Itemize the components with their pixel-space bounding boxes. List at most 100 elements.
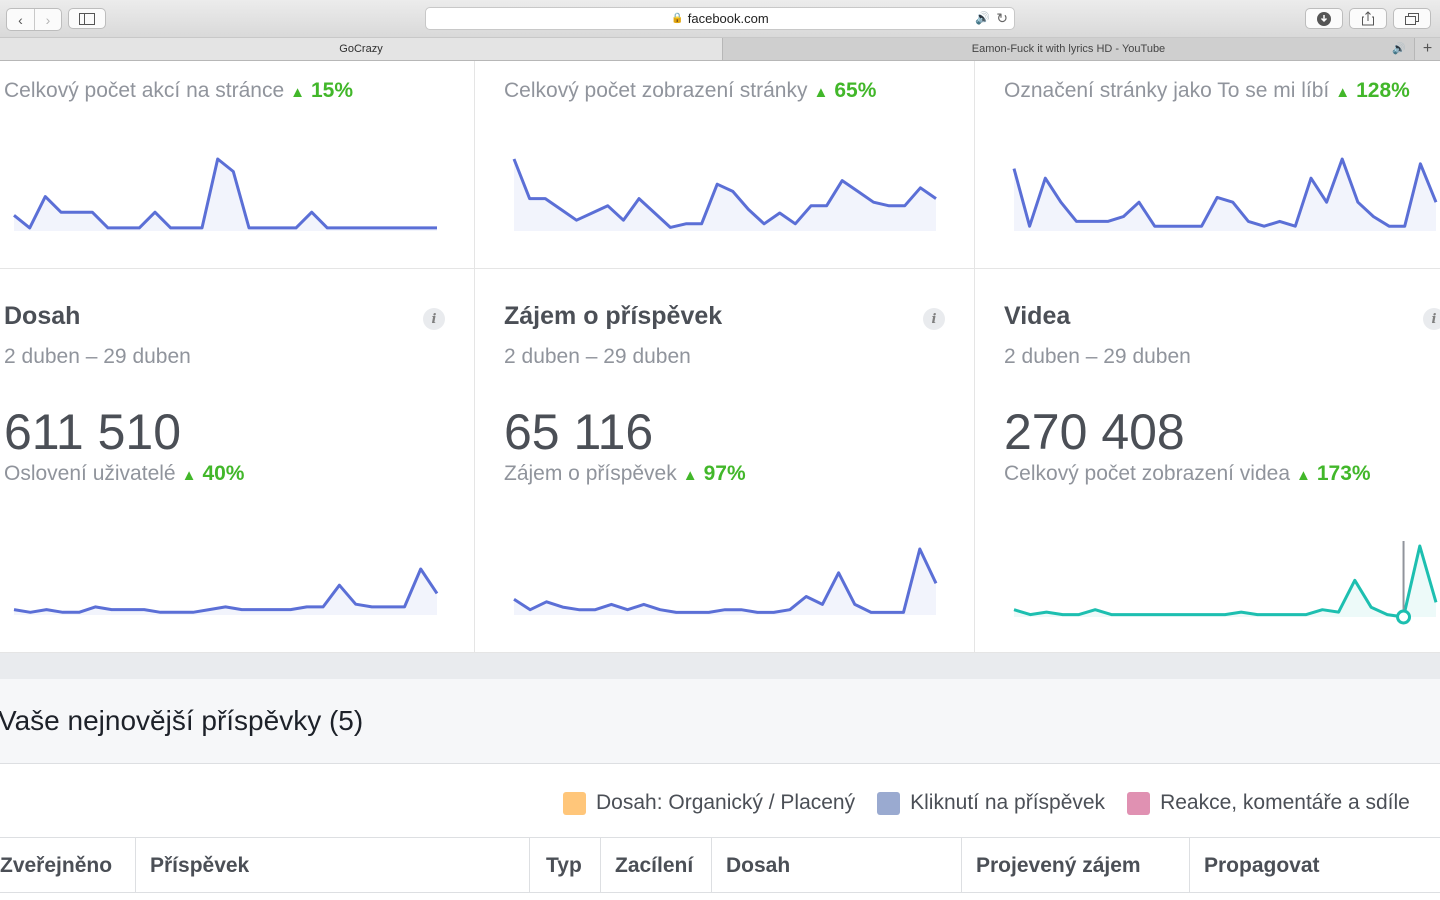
metric-change: 15% (311, 79, 354, 102)
page-insights: Celkový počet akcí na stránce ▲ 15% Celkov… (0, 61, 1440, 900)
card-date-range: 2 duben – 29 duben (4, 345, 191, 368)
tab-bar: GoCrazy Eamon-Fuck it with lyrics HD - Y… (0, 38, 1440, 61)
sidebar-toggle-button[interactable] (68, 8, 106, 29)
card-title: Videa (1004, 302, 1071, 330)
address-bar[interactable]: 🔒 facebook.com 🔊 ↻ (425, 7, 1015, 30)
column-promote[interactable]: Propagovat (1190, 838, 1440, 893)
speaker-icon[interactable]: 🔊 (1392, 43, 1406, 55)
column-post[interactable]: Příspěvek (136, 838, 530, 893)
info-icon[interactable]: i (423, 308, 445, 330)
metric-label: Zájem o příspěvek (504, 462, 677, 485)
card-value: 65 116 (504, 404, 654, 460)
column-reach[interactable]: Dosah (712, 838, 962, 893)
metric-label: Oslovení uživatelé (4, 462, 176, 485)
sparkline-videos (1013, 541, 1438, 625)
up-triangle-icon: ▲ (290, 84, 305, 101)
column-label: Zacílení (615, 853, 694, 877)
sparkline-area (1014, 159, 1436, 231)
tab-youtube[interactable]: Eamon-Fuck it with lyrics HD - YouTube 🔊 (722, 38, 1414, 60)
insight-card-reach[interactable]: Dosah i 2 duben – 29 duben 611 510 Oslov… (0, 269, 475, 653)
card-value: 270 408 (1004, 404, 1185, 460)
legend-swatch (1127, 791, 1151, 815)
column-engagement[interactable]: Projevený zájem (962, 838, 1190, 893)
metric-label: Celkový počet zobrazení stránky (504, 79, 808, 102)
legend-label: Kliknutí na příspěvek (910, 791, 1106, 814)
info-icon[interactable]: i (1423, 308, 1440, 330)
share-button[interactable] (1349, 8, 1387, 29)
card-title: Dosah (4, 302, 81, 330)
metric-line: Zájem o příspěvek ▲ 97% (504, 462, 746, 486)
posts-legend: Dosah: Organický / Placený Kliknutí na p… (563, 791, 1432, 815)
metric-label: Celkový počet zobrazení videa (1004, 462, 1290, 485)
column-label: Zveřejněno (0, 853, 113, 877)
sparkline-reach (13, 567, 439, 615)
hover-point[interactable] (1396, 609, 1412, 625)
insight-card-engagement[interactable]: Zájem o příspěvek i 2 duben – 29 duben 6… (475, 269, 975, 653)
insight-card-actions[interactable]: Celkový počet akcí na stránce ▲ 15% (0, 61, 475, 269)
section-title: Vaše nejnovější příspěvky (5) (0, 705, 364, 736)
browser-toolbar: ‹ › 🔒 facebook.com 🔊 ↻ (0, 0, 1440, 38)
back-button[interactable]: ‹ (7, 9, 34, 30)
metric-label: Označení stránky jako To se mi líbí (1004, 79, 1330, 102)
forward-button[interactable]: › (34, 9, 61, 30)
chevron-right-icon: › (45, 11, 51, 28)
audio-playing-icon[interactable]: 🔊 (975, 11, 990, 25)
history-nav: ‹ › (6, 8, 62, 31)
column-label: Projevený zájem (976, 853, 1141, 877)
sparkline-line (13, 567, 439, 614)
downloads-button[interactable] (1305, 8, 1343, 29)
column-targeting[interactable]: Zacílení (601, 838, 712, 893)
sparkline-line (513, 547, 938, 614)
up-triangle-icon: ▲ (181, 467, 197, 484)
recent-posts-section: Vaše nejnovější příspěvky (5) Dosah: Org… (0, 679, 1440, 900)
column-label: Propagovat (1204, 853, 1320, 877)
tab-gocrazy[interactable]: GoCrazy (0, 38, 722, 60)
sparkline-engagement (513, 547, 938, 615)
metric-change: 128% (1356, 79, 1410, 102)
card-date-range: 2 duben – 29 duben (504, 345, 691, 368)
chevron-left-icon: ‹ (18, 11, 23, 28)
sparkline-page-likes (1012, 157, 1438, 231)
metric-line: Celkový počet zobrazení videa ▲ 173% (1004, 462, 1371, 486)
legend-swatch (563, 791, 586, 815)
insight-card-videos[interactable]: Videa i 2 duben – 29 duben 270 408 Celko… (975, 269, 1440, 653)
column-published[interactable]: Zveřejněno (0, 838, 136, 893)
legend-item: Dosah: Organický / Placený (563, 791, 855, 815)
sparkline-actions (13, 157, 437, 231)
plus-icon: + (1422, 40, 1433, 57)
metric-change: 173% (1316, 462, 1371, 485)
sparkline-page-views (512, 158, 937, 231)
tab-label: GoCrazy (339, 43, 383, 55)
up-triangle-icon: ▲ (1296, 467, 1311, 484)
reload-icon[interactable]: ↻ (996, 10, 1008, 26)
metric-label: Celkový počet akcí na stránce (4, 79, 285, 102)
tabs-icon (1405, 12, 1419, 25)
metric-change: 97% (703, 462, 746, 485)
table-header: Zveřejněno Příspěvek Typ Zacílení Dosah … (0, 837, 1440, 893)
sparkline-line (1012, 157, 1438, 228)
up-triangle-icon: ▲ (682, 467, 698, 484)
sparkline-area (514, 159, 936, 231)
address-url: facebook.com (687, 11, 769, 26)
sidebar-icon (79, 12, 95, 25)
sparkline-line (512, 158, 937, 229)
sparkline-area (14, 569, 437, 615)
metric-line: Označení stránky jako To se mi líbí ▲ 128% (1004, 79, 1410, 103)
new-tab-button[interactable]: + (1414, 38, 1440, 60)
card-value: 611 510 (4, 404, 182, 460)
lock-icon: 🔒 (671, 13, 684, 24)
insight-card-page-views[interactable]: Celkový počet zobrazení stránky ▲ 65% (475, 61, 975, 269)
metric-change: 40% (202, 462, 245, 485)
card-title: Zájem o příspěvek (504, 302, 723, 330)
card-date-range: 2 duben – 29 duben (1004, 345, 1191, 368)
legend-label: Dosah: Organický / Placený (596, 791, 856, 814)
tab-overview-button[interactable] (1393, 8, 1431, 29)
sparkline-area (14, 159, 437, 231)
column-label: Příspěvek (150, 853, 250, 877)
column-label: Dosah (726, 853, 791, 877)
info-icon[interactable]: i (923, 308, 945, 330)
column-type[interactable]: Typ (530, 838, 601, 893)
metric-line: Oslovení uživatelé ▲ 40% (4, 462, 244, 486)
sparkline-line (1013, 544, 1438, 619)
insight-card-page-likes[interactable]: Označení stránky jako To se mi líbí ▲ 128% (975, 61, 1440, 269)
